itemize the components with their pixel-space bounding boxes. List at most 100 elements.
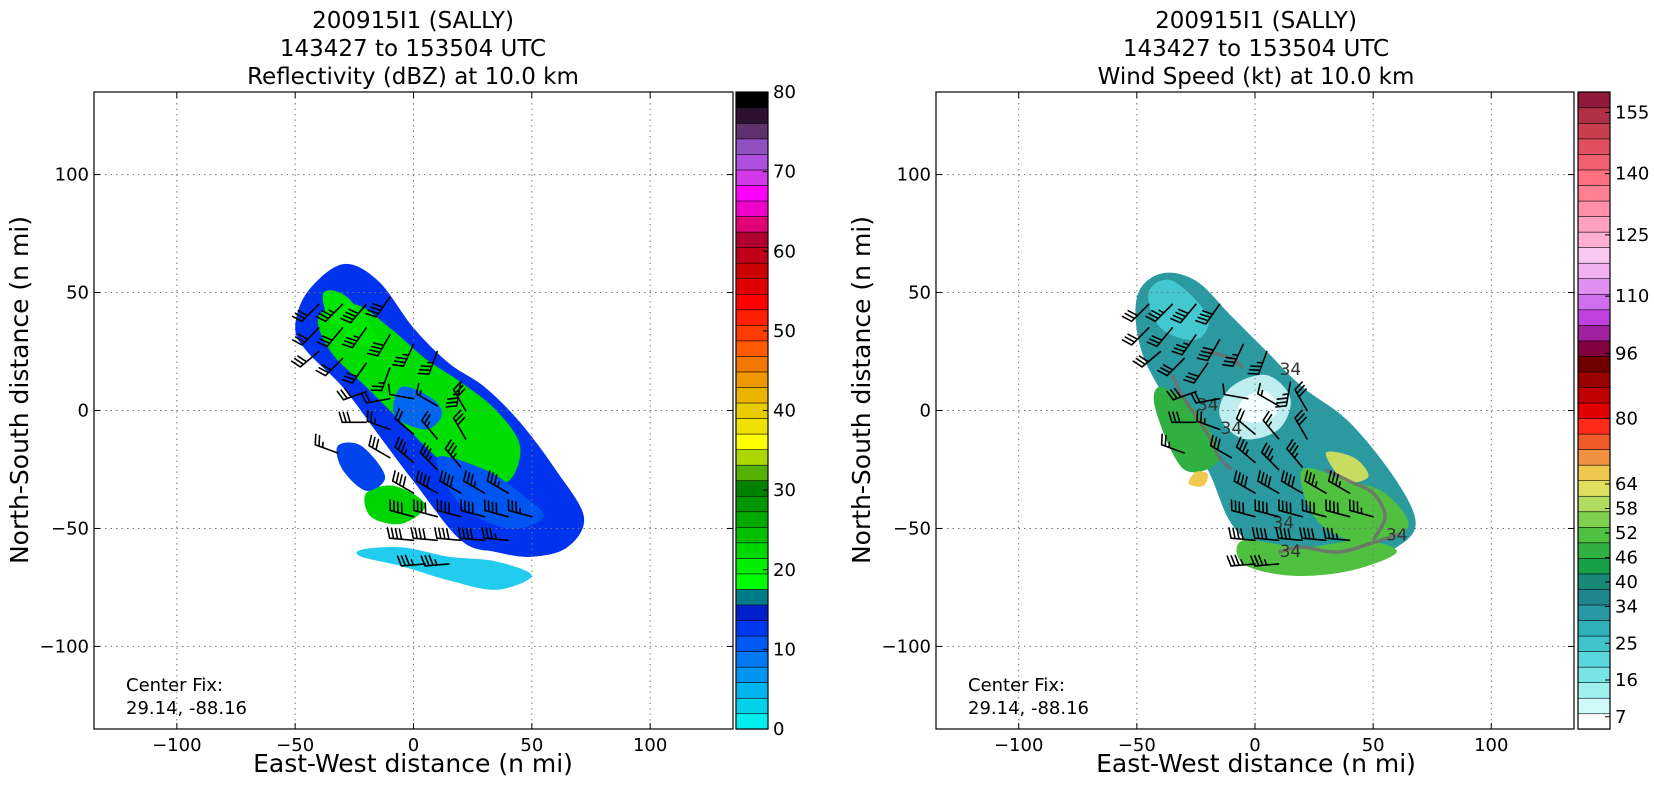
- y-tick-label: 50: [66, 283, 89, 304]
- colorbar-tick-label: 70: [773, 162, 796, 183]
- x-tick-label: 50: [1362, 735, 1385, 756]
- wind-barb: [1121, 327, 1150, 346]
- y-tick-label: 0: [78, 401, 89, 422]
- wind-barb: [341, 327, 367, 349]
- x-axis-label: East-West distance (n mi): [253, 749, 573, 778]
- wind-barb: [1262, 410, 1280, 440]
- colorbar-swatch: [1577, 433, 1611, 450]
- wind-barb: [366, 334, 391, 357]
- wind-barb: [1327, 470, 1351, 494]
- x-tick-label: 100: [633, 735, 667, 756]
- colorbar-swatch: [1577, 619, 1611, 637]
- colorbar-tick-label: 30: [773, 480, 796, 501]
- colorbar-swatch: [1577, 526, 1611, 544]
- colorbar-swatch: [735, 713, 769, 730]
- wind-barb: [365, 296, 391, 318]
- colorbar-swatch: [735, 557, 769, 575]
- colorbar-swatch: [735, 122, 769, 140]
- x-tick-label: 0: [1249, 735, 1260, 756]
- colorbar-swatch: [735, 184, 769, 202]
- y-tick-label: 100: [897, 165, 931, 186]
- colorbar-swatch: [735, 619, 769, 637]
- isotach-34kt: [1325, 467, 1387, 542]
- colorbar-swatch: [735, 697, 769, 715]
- y-tick-label: 0: [920, 401, 931, 422]
- wind-barb: [462, 470, 486, 494]
- wind-barb: [386, 527, 415, 542]
- colorbar-swatch: [1577, 557, 1611, 575]
- wind-barb: [1230, 499, 1256, 518]
- colorbar-tick-label: 10: [773, 639, 796, 660]
- colorbar-swatch: [735, 682, 769, 699]
- title-line-3: Reflectivity (dBZ) at 10.0 km: [247, 64, 579, 90]
- colorbar-swatch: [735, 651, 769, 668]
- colorbar-swatch: [735, 588, 769, 606]
- wind-barb: [1195, 303, 1221, 325]
- wind-barb: [368, 434, 391, 459]
- wind-barb: [1145, 303, 1174, 323]
- field-region: [356, 546, 532, 590]
- x-axis-label: East-West distance (n mi): [1096, 749, 1416, 778]
- wind-barb: [315, 303, 344, 323]
- field-region: [364, 485, 426, 525]
- colorbar-swatch: [1577, 417, 1611, 435]
- colorbar-swatch: [735, 511, 769, 528]
- y-tick-label: 100: [55, 165, 89, 186]
- wind-barb: [1171, 334, 1197, 356]
- colorbar-swatch: [735, 247, 769, 264]
- title-line-1: 200915I1 (SALLY): [312, 8, 514, 34]
- colorbar-swatch: [1577, 340, 1611, 357]
- wind-barb: [1132, 350, 1162, 368]
- isotach-34kt: [1278, 531, 1403, 554]
- wind-barb: [1254, 499, 1280, 518]
- colorbar-swatch: [1577, 138, 1611, 155]
- colorbar-swatch: [735, 495, 769, 513]
- wind-barb: [1322, 527, 1351, 542]
- wind-barb: [1196, 338, 1221, 362]
- wind-speed-colorbar: 7 16 25 34 40 46 52 58 64 80 96 110 125 140 155: [1577, 91, 1649, 730]
- colorbar-swatch: [735, 604, 769, 621]
- colorbar-swatch: [1577, 107, 1611, 124]
- wind-barb: [419, 442, 438, 471]
- colorbar-swatch: [1577, 371, 1611, 388]
- colorbar-swatch: [1577, 200, 1611, 217]
- colorbar-tick-label: 40: [773, 401, 796, 422]
- title-line-3: Wind Speed (kt) at 10.0 km: [1098, 64, 1415, 90]
- field-region: [1153, 386, 1220, 473]
- wind-barb: [436, 499, 462, 518]
- colorbar-swatch: [1577, 169, 1611, 186]
- x-tick-label: −100: [994, 735, 1043, 756]
- x-tick-label: 0: [408, 735, 419, 756]
- wind-barb: [1228, 527, 1256, 542]
- wind-barb: [486, 470, 509, 494]
- wind-barb: [1166, 387, 1197, 401]
- colorbar-tick-label: 16: [1615, 670, 1638, 691]
- wind-barb: [1157, 357, 1185, 377]
- wind-barb: [1294, 381, 1308, 412]
- contour-label: 34: [1221, 419, 1243, 439]
- reflectivity-panel: 200915I1 (SALLY) 143427 to 153504 UTC Re…: [5, 8, 796, 778]
- wind-barb: [1304, 470, 1327, 494]
- wind-barb: [391, 470, 415, 494]
- colorbar-swatch: [735, 355, 769, 373]
- colorbar-tick-label: 155: [1615, 102, 1649, 123]
- colorbar-swatch: [1577, 697, 1611, 715]
- title-line-1: 200915I1 (SALLY): [1155, 8, 1357, 34]
- colorbar-swatch: [1577, 542, 1611, 559]
- colorbar-swatch: [735, 215, 769, 233]
- colorbar-tick-label: 46: [1615, 548, 1638, 569]
- colorbar-swatch: [735, 542, 769, 559]
- y-axis-label: North-South distance (n mi): [847, 216, 876, 564]
- wind-barb: [481, 527, 509, 542]
- colorbar-tick-label: 80: [1615, 409, 1638, 430]
- colorbar-swatch: [735, 231, 769, 248]
- wind-barb: [1247, 350, 1268, 375]
- colorbar-swatch: [735, 309, 769, 326]
- wind-barb: [444, 439, 462, 468]
- wind-barb: [445, 381, 462, 408]
- colorbar-swatch: [735, 371, 769, 388]
- colorbar-frame: [1577, 91, 1611, 730]
- wind-barb: [1183, 362, 1209, 384]
